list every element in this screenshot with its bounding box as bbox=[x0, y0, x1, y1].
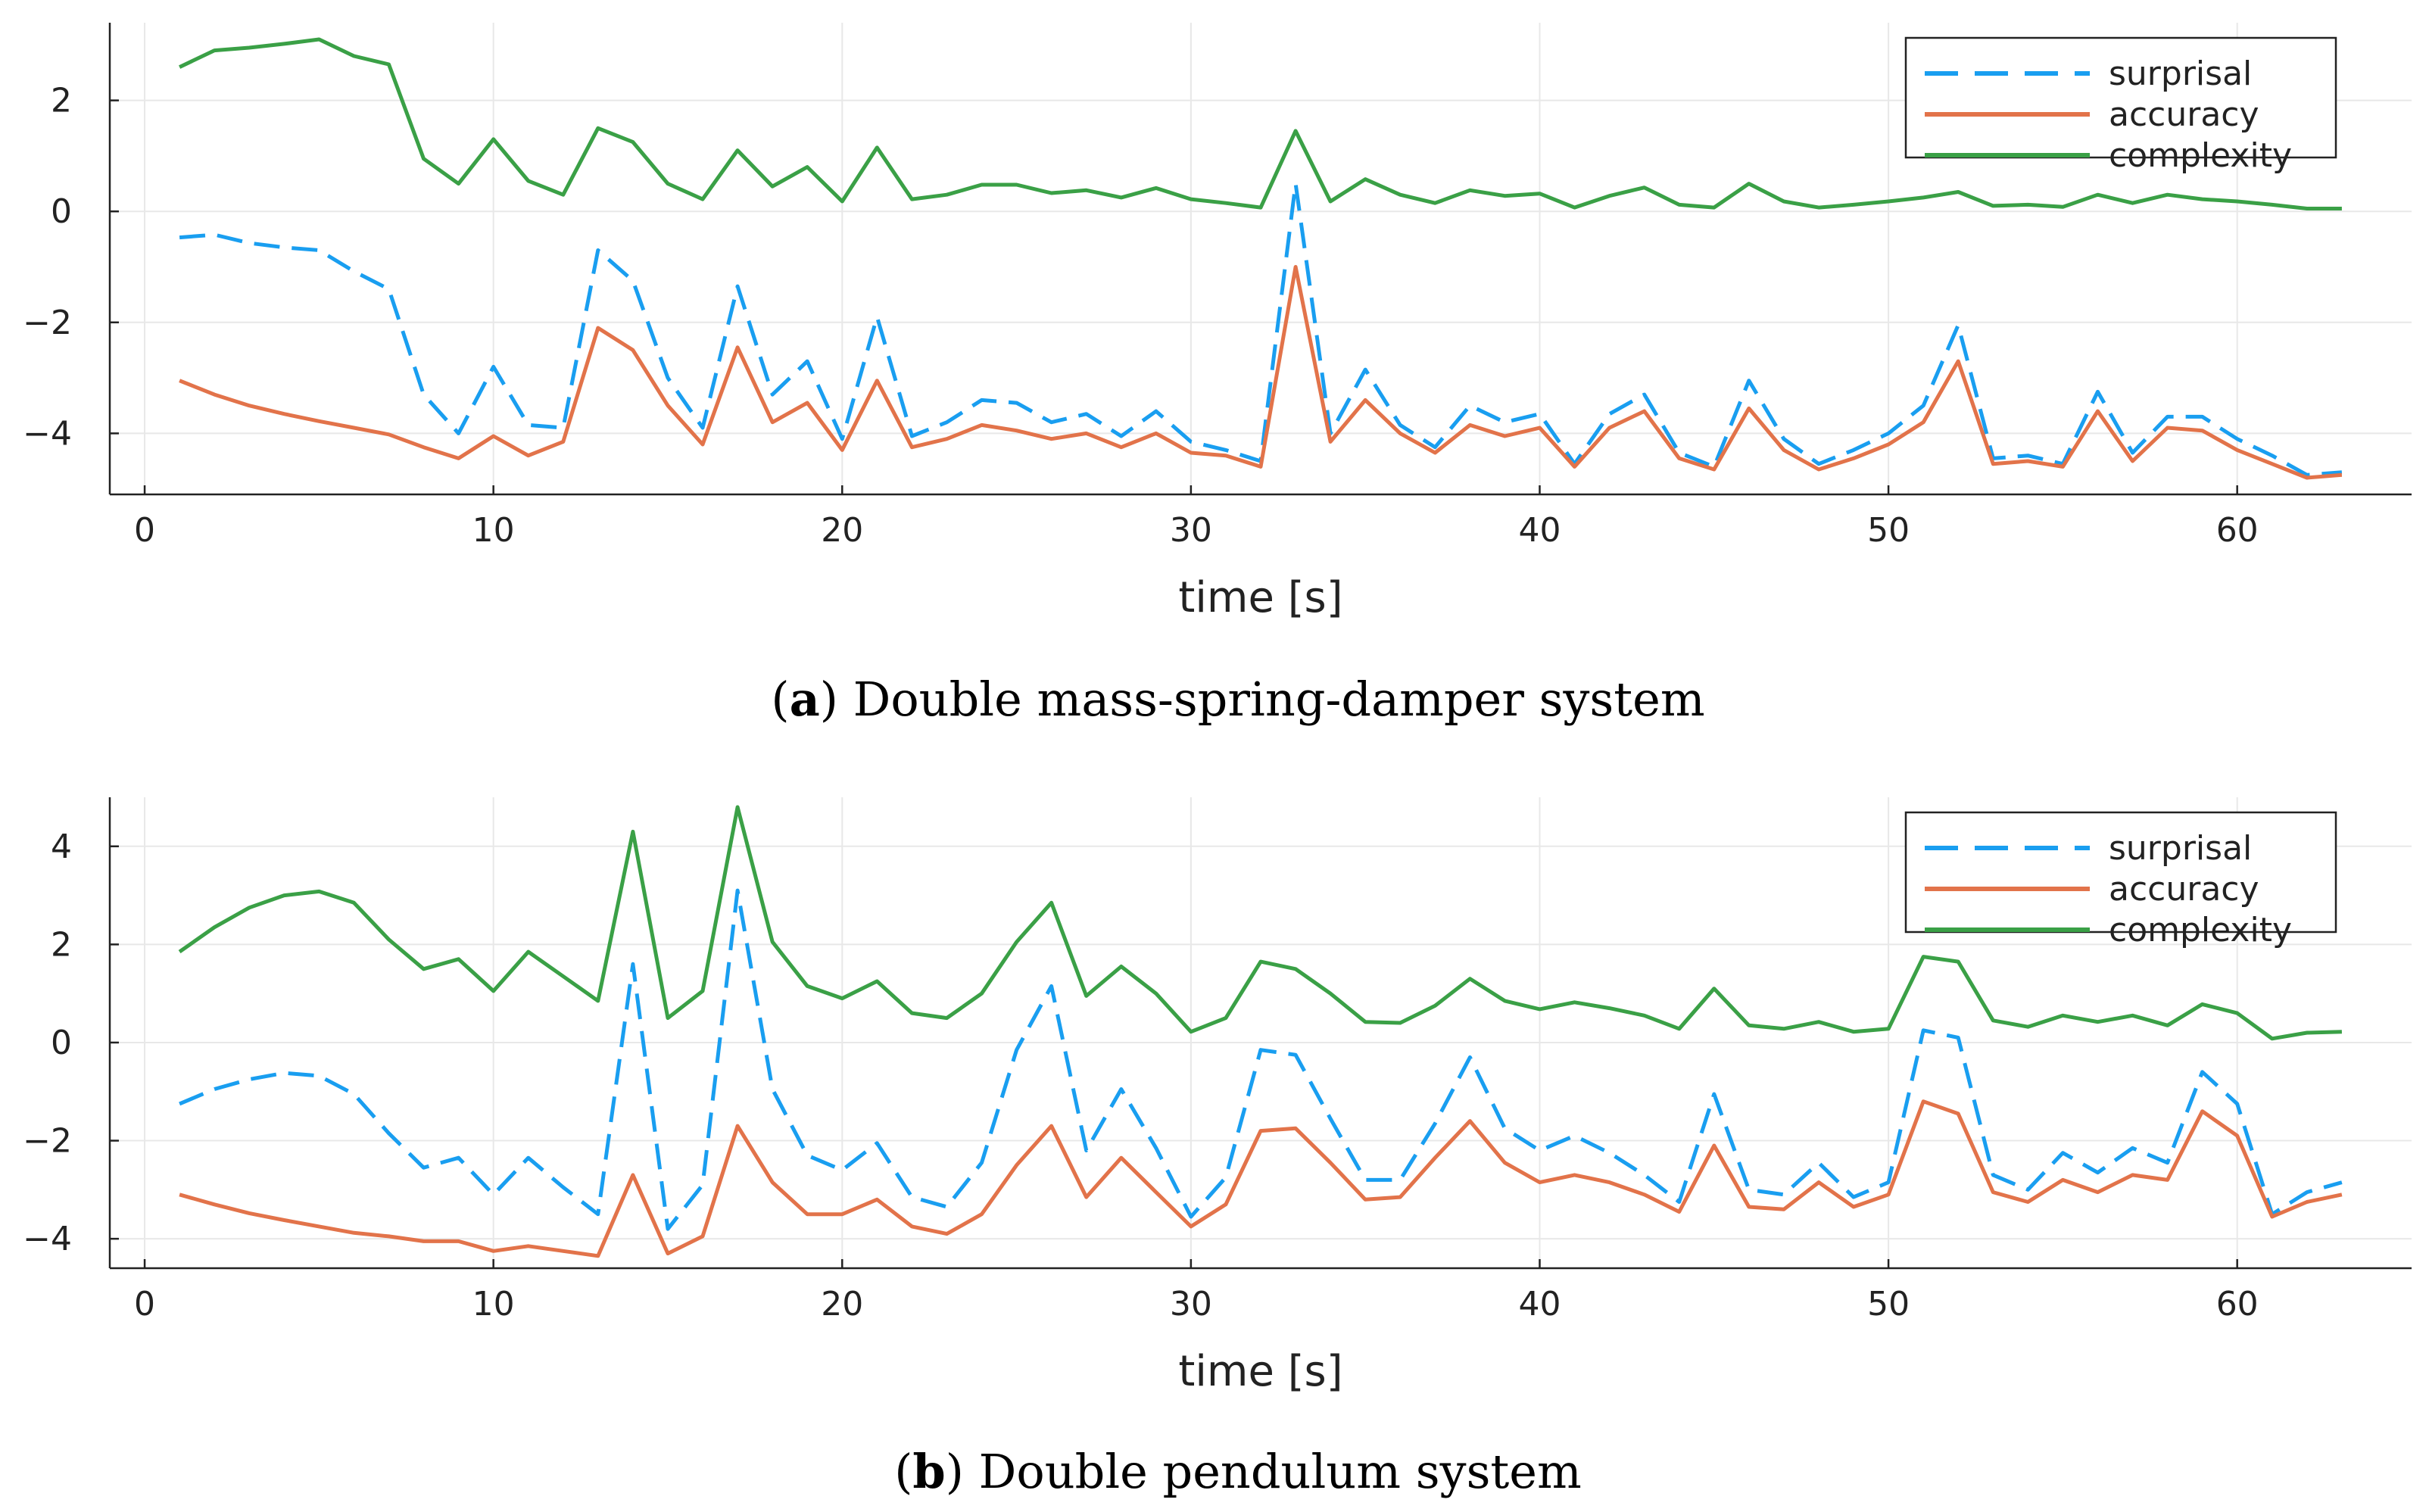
legend-label-complexity: complexity bbox=[2109, 911, 2292, 949]
y-tick-label: 0 bbox=[51, 192, 72, 231]
axes-b bbox=[108, 797, 2412, 1270]
x-tick-label: 0 bbox=[134, 1285, 155, 1323]
y-tick-label: 2 bbox=[51, 82, 72, 120]
grid-b bbox=[110, 797, 2412, 1268]
legend-box bbox=[1904, 36, 2337, 159]
caption-a-letter: a bbox=[790, 672, 820, 727]
x-tick-label: 60 bbox=[2216, 1285, 2259, 1323]
axes-a bbox=[108, 23, 2412, 496]
y-tick-label: −2 bbox=[23, 304, 72, 342]
chart-panel-a: 0 10 20 30 40 50 60−4−202 time [s] surprisalac… bbox=[23, 23, 2412, 727]
x-tick-label: 20 bbox=[821, 1285, 863, 1323]
series-line-complexity-a bbox=[179, 37, 2342, 210]
series-line-surprisal-a bbox=[179, 182, 2343, 477]
caption-a-text: ) Double mass-spring-damper system bbox=[820, 672, 1705, 727]
series-line-accuracy-b bbox=[179, 1099, 2343, 1258]
x-tick-label: 50 bbox=[1867, 511, 1910, 550]
legend-label-surprisal: surprisal bbox=[2109, 829, 2252, 868]
x-tick-label: 10 bbox=[472, 511, 515, 550]
tick-labels-a: 0 10 20 30 40 50 60 −4 −2 0 2 bbox=[23, 82, 2259, 550]
x-tick-label: 40 bbox=[1518, 1285, 1561, 1323]
caption-a: (a) Double mass-spring-damper system bbox=[771, 672, 1704, 727]
series-group-b bbox=[178, 805, 2343, 1258]
legend-box bbox=[1904, 811, 2337, 934]
y-tick-label: 4 bbox=[51, 828, 72, 866]
x-tick-label: 10 bbox=[472, 1285, 515, 1323]
y-tick-label: −2 bbox=[23, 1122, 72, 1161]
x-tick-label: 0 bbox=[134, 511, 155, 550]
chart-panel-b: 0 10 20 30 40 50 60 −4 −2 0 2 4 time [s] surprisala… bbox=[23, 797, 2412, 1499]
x-tick-label: 50 bbox=[1867, 1285, 1910, 1323]
x-axis-label-a: time [s] bbox=[1178, 573, 1342, 622]
legend-label-accuracy: accuracy bbox=[2109, 95, 2259, 134]
x-tick-label: 30 bbox=[1170, 1285, 1212, 1323]
x-axis-label-b: time [s] bbox=[1178, 1347, 1342, 1396]
series-line-surprisal-b bbox=[179, 888, 2343, 1231]
series-line-complexity-b bbox=[178, 805, 2342, 1041]
legend-label-surprisal: surprisal bbox=[2109, 55, 2252, 93]
caption-a-open: ( bbox=[771, 672, 789, 727]
x-tick-label: 40 bbox=[1518, 511, 1561, 550]
x-tick-label: 30 bbox=[1170, 511, 1212, 550]
series-line-accuracy-a bbox=[179, 265, 2343, 480]
caption-b-open: ( bbox=[894, 1444, 912, 1499]
legend-label-complexity: complexity bbox=[2109, 136, 2292, 175]
y-tick-label: −4 bbox=[23, 414, 72, 453]
caption-b: (b) Double pendulum system bbox=[894, 1444, 1582, 1499]
y-tick-label: 2 bbox=[51, 925, 72, 964]
x-tick-label: 20 bbox=[821, 511, 863, 550]
y-tick-label: −4 bbox=[23, 1220, 72, 1258]
series-group-a bbox=[179, 37, 2343, 480]
x-tick-label: 60 bbox=[2216, 511, 2259, 550]
caption-b-letter: b bbox=[912, 1444, 945, 1499]
y-tick-label: 0 bbox=[51, 1024, 72, 1062]
legend-label-accuracy: accuracy bbox=[2109, 870, 2259, 909]
tick-labels-b: 0 10 20 30 40 50 60 −4 −2 0 2 4 bbox=[23, 828, 2259, 1323]
caption-b-text: ) Double pendulum system bbox=[946, 1444, 1582, 1499]
